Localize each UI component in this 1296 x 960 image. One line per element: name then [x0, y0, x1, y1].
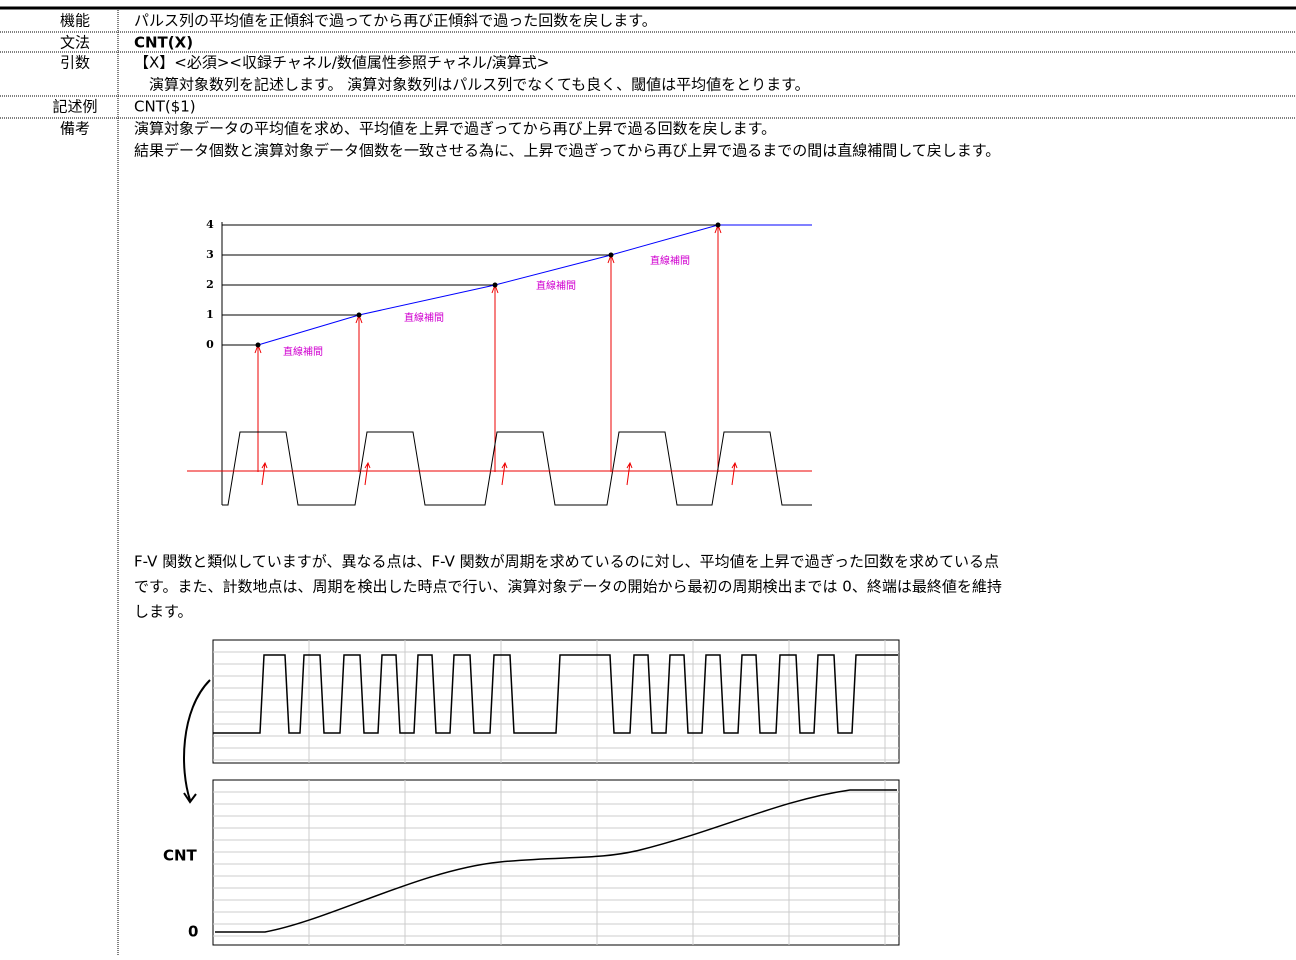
y-label: 4: [206, 218, 214, 231]
row-text: 演算対象数列を記述します。 演算対象数列はパルス列でなくても良く、閾値は平均値を…: [134, 76, 810, 94]
count-line: [257, 224, 812, 346]
y-label: 0: [206, 338, 214, 351]
figure-2: CNT 0: [163, 639, 900, 946]
row-label: 備考: [60, 120, 90, 138]
cnt-label: CNT: [163, 847, 198, 865]
point: [356, 312, 362, 318]
paragraph: F-V 関数と類似していますが、異なる点は、F-V 関数が周期を求めているのに対…: [134, 553, 999, 571]
panel: [212, 779, 900, 946]
curved-arrow: [183, 679, 211, 804]
row-text: 結果データ個数と演算対象データ個数を一致させる為に、上昇で過ぎってから再び上昇で…: [134, 142, 1000, 160]
row-label: 引数: [60, 54, 90, 72]
cnt-curve: [215, 789, 897, 933]
small-arrow: [731, 461, 738, 486]
point: [608, 252, 614, 258]
annotation: 直線補間: [536, 279, 576, 292]
paragraph: です。また、計数地点は、周期を検出した時点で行い、演算対象データの開始から最初の…: [134, 578, 1002, 596]
annotation: 直線補間: [650, 254, 690, 267]
row-text: CNT($1): [134, 98, 196, 116]
y-label: 2: [206, 278, 214, 291]
zero-label: 0: [188, 923, 198, 941]
row-text: 【X】<必須><収録チャネル/数値属性参照チャネル/演算式>: [134, 54, 549, 72]
small-arrow: [261, 461, 268, 486]
row-label: 機能: [60, 12, 90, 30]
row-label: 文法: [60, 34, 90, 52]
point: [492, 282, 498, 288]
small-arrow: [626, 461, 633, 486]
small-arrow: [501, 461, 508, 486]
small-arrow: [364, 461, 371, 486]
row-text: 演算対象データの平均値を求め、平均値を上昇で過ぎってから再び上昇で過る回数を戻し…: [134, 120, 776, 138]
pulse-train: [213, 654, 898, 734]
point: [255, 342, 261, 348]
y-label: 1: [206, 308, 214, 321]
point: [715, 222, 721, 228]
panel: [212, 639, 900, 764]
pulse: [222, 431, 812, 506]
annotation: 直線補間: [404, 311, 444, 324]
annotation: 直線補間: [283, 345, 323, 358]
row-text: パルス列の平均値を正傾斜で過ってから再び正傾斜で過った回数を戻します。: [134, 12, 657, 30]
y-label: 3: [206, 248, 214, 261]
row-text: CNT(X): [134, 34, 193, 52]
paragraph: します。: [134, 603, 193, 621]
row-label: 記述例: [52, 98, 97, 116]
